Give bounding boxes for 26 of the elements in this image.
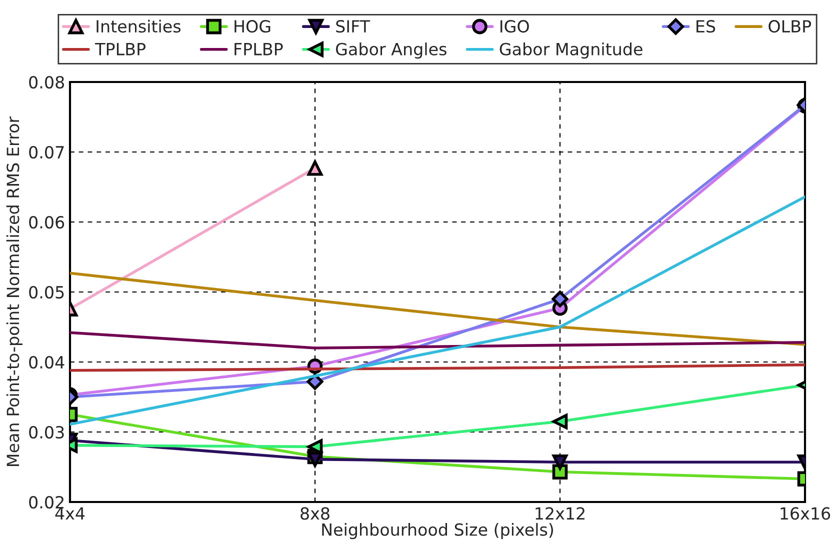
line-series [70,272,805,346]
x-tick-label: 12x12 [536,507,584,520]
legend-label: FPLBP [234,43,283,56]
x-axis-title: Neighbourhood Size (pixels) [322,522,553,540]
x-tick-label: 16x16 [780,507,830,520]
x-tick-label: 4x4 [55,507,85,520]
legend-label: Gabor Magnitude [500,42,642,59]
y-tick-label: 0.04 [29,356,64,369]
legend-label: SIFT [336,20,370,33]
legend-label: OLBP [768,20,812,33]
y-axis-title: Mean Point-to-point Normalized RMS Error [6,116,22,466]
y-tick-label: 0.08 [29,76,64,89]
y-tick-label: 0.05 [29,286,64,299]
legend-label: IGO [500,20,529,33]
legend-label: HOG [234,20,270,33]
x-tick-label: 8x8 [300,507,330,520]
line-series [70,331,805,350]
legend-label: ES [696,20,716,33]
legend-label: TPLBP [95,43,146,56]
y-tick-label: 0.02 [29,496,64,509]
line-series [70,195,805,426]
y-tick-label: 0.03 [29,426,64,439]
legend-label: Gabor Angles [336,42,446,59]
y-tick-label: 0.07 [29,146,64,159]
legend-label: Intensities [96,20,181,33]
y-tick-label: 0.06 [29,216,64,229]
